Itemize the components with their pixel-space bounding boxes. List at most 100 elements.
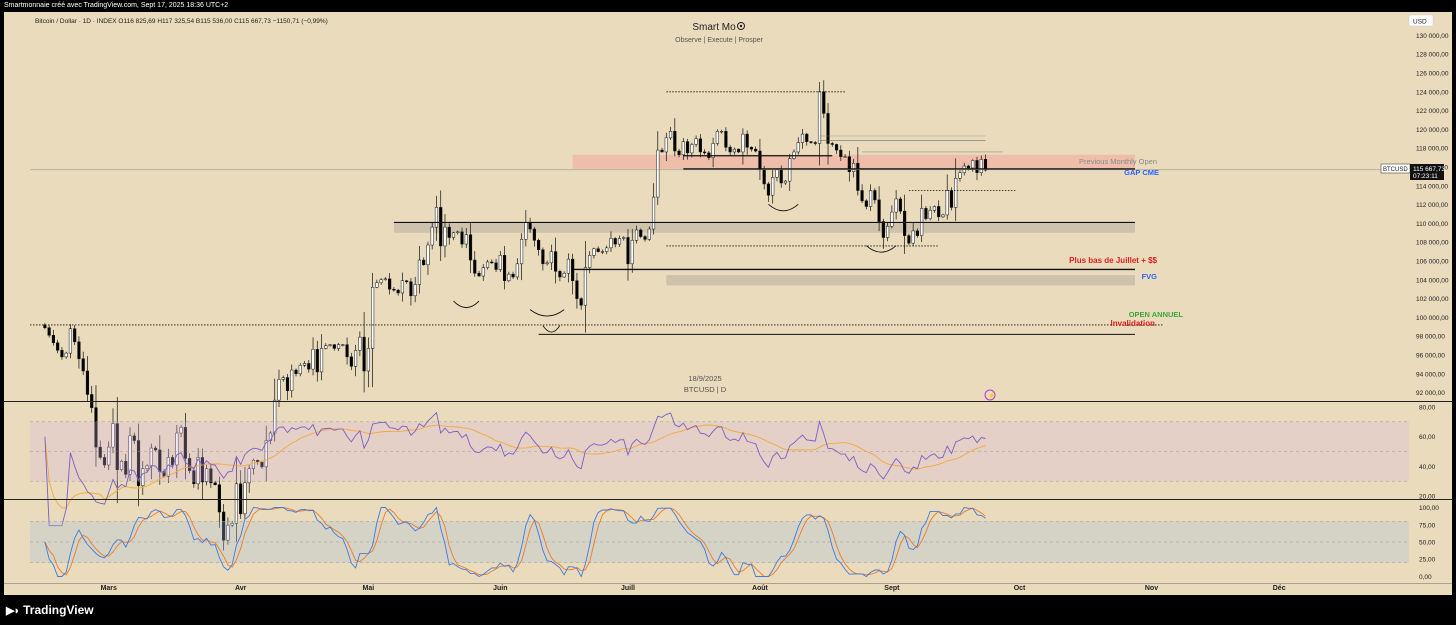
candle — [81, 358, 85, 372]
candle — [949, 190, 954, 208]
candle — [443, 226, 447, 247]
candle — [47, 327, 51, 336]
currency-button[interactable]: USD — [1408, 14, 1434, 27]
candle — [720, 131, 724, 133]
candle — [183, 427, 187, 459]
candle — [856, 162, 860, 191]
y-tick-label: 128 000,00 — [1416, 52, 1449, 59]
candle — [524, 222, 528, 240]
label-previous-monthly-open: Previous Monthly Open — [1079, 157, 1157, 166]
candle — [379, 279, 383, 283]
chart-canvas[interactable]: 130 000,00 128 000,00 126 000,00 124 000,00… — [4, 12, 1452, 595]
candle — [298, 365, 302, 375]
candle — [656, 149, 660, 198]
candle — [873, 190, 877, 201]
tradingview-logo-icon: ▶◗ — [6, 605, 20, 617]
candle — [179, 427, 183, 434]
candle — [605, 247, 609, 252]
candle — [107, 446, 111, 466]
candle — [260, 461, 264, 468]
sweep-curve — [542, 325, 561, 333]
candle — [754, 148, 758, 152]
candle — [694, 138, 698, 145]
stoch-tick-label: 0,00 — [1419, 574, 1432, 581]
candle — [371, 287, 375, 349]
candle — [613, 238, 617, 245]
stoch-tick-label: 100,00 — [1419, 505, 1439, 512]
y-tick-label: 112 000,00 — [1416, 202, 1448, 209]
candle — [460, 231, 464, 245]
x-tick-label: Août — [752, 585, 769, 592]
candle — [622, 237, 626, 239]
candle — [639, 229, 643, 237]
candle — [664, 137, 668, 153]
tradingview-logo[interactable]: ▶◗ TradingView — [6, 603, 94, 617]
candle — [554, 251, 558, 272]
candle — [864, 200, 868, 207]
candle — [541, 249, 545, 265]
price-zone — [666, 275, 1135, 286]
candle — [911, 230, 915, 244]
candle — [124, 460, 128, 475]
candle — [60, 350, 64, 358]
candle — [477, 272, 481, 277]
price-zone — [393, 222, 1135, 233]
candle — [294, 369, 298, 375]
y-tick-label: 126 000,00 — [1416, 71, 1449, 78]
currency-label[interactable]: USD — [1413, 19, 1427, 26]
rsi-pane[interactable] — [30, 411, 1409, 527]
candle — [409, 281, 413, 297]
candle — [566, 258, 570, 274]
date-watermark: 18/9/2025 — [688, 374, 721, 383]
candle — [749, 147, 753, 150]
candle — [277, 379, 281, 401]
candle — [698, 138, 702, 153]
candle — [94, 407, 98, 448]
candle — [251, 460, 256, 469]
x-tick-label: Juill — [621, 585, 635, 592]
label-gap-cme: GAP CME — [1124, 168, 1159, 177]
candle — [319, 348, 324, 373]
candle — [860, 190, 864, 202]
candle — [145, 465, 149, 469]
candle — [64, 352, 68, 358]
candle — [273, 399, 277, 434]
candle — [341, 344, 345, 346]
candle — [422, 259, 426, 266]
rsi-tick-label: 80,00 — [1419, 404, 1436, 411]
candle — [979, 159, 983, 173]
candle — [626, 237, 630, 265]
candle — [690, 144, 694, 154]
candle — [562, 272, 566, 278]
y-tick-label: 130 000,00 — [1416, 33, 1449, 40]
last-price-tag: BTCUSD 115 667,73 07:23:11 — [1380, 163, 1445, 180]
y-tick-label: 98 000,00 — [1416, 334, 1445, 341]
candle — [400, 280, 404, 294]
candle — [549, 251, 553, 264]
price-pane[interactable] — [30, 80, 1409, 551]
candle — [847, 156, 851, 172]
stoch-rsi-pane[interactable] — [30, 506, 1409, 578]
candle — [932, 206, 937, 211]
timezone-icon[interactable]: ⚡ — [984, 389, 996, 401]
candle — [681, 141, 685, 156]
y-tick-label: 94 000,00 — [1416, 371, 1445, 378]
y-tick-label: 92 000,00 — [1416, 390, 1445, 397]
label-plus-bas-juillet: Plus bas de Juillet + $$ — [1069, 256, 1157, 265]
candle — [869, 190, 873, 207]
candle — [937, 206, 941, 218]
watermark-text: Smartmonnaie créé avec TradingView.com, … — [4, 2, 229, 9]
last-price-value: 115 667,73 — [1413, 166, 1445, 173]
candle — [630, 240, 634, 265]
candle — [928, 209, 932, 219]
candle — [686, 141, 690, 154]
candle — [741, 133, 745, 153]
candle — [392, 288, 396, 291]
candle — [745, 133, 749, 148]
x-tick-label: Avr — [235, 585, 247, 592]
candle — [575, 280, 579, 299]
candle — [490, 261, 494, 264]
candle — [153, 447, 158, 451]
candle — [111, 423, 115, 448]
settings-icon[interactable] — [737, 22, 745, 30]
